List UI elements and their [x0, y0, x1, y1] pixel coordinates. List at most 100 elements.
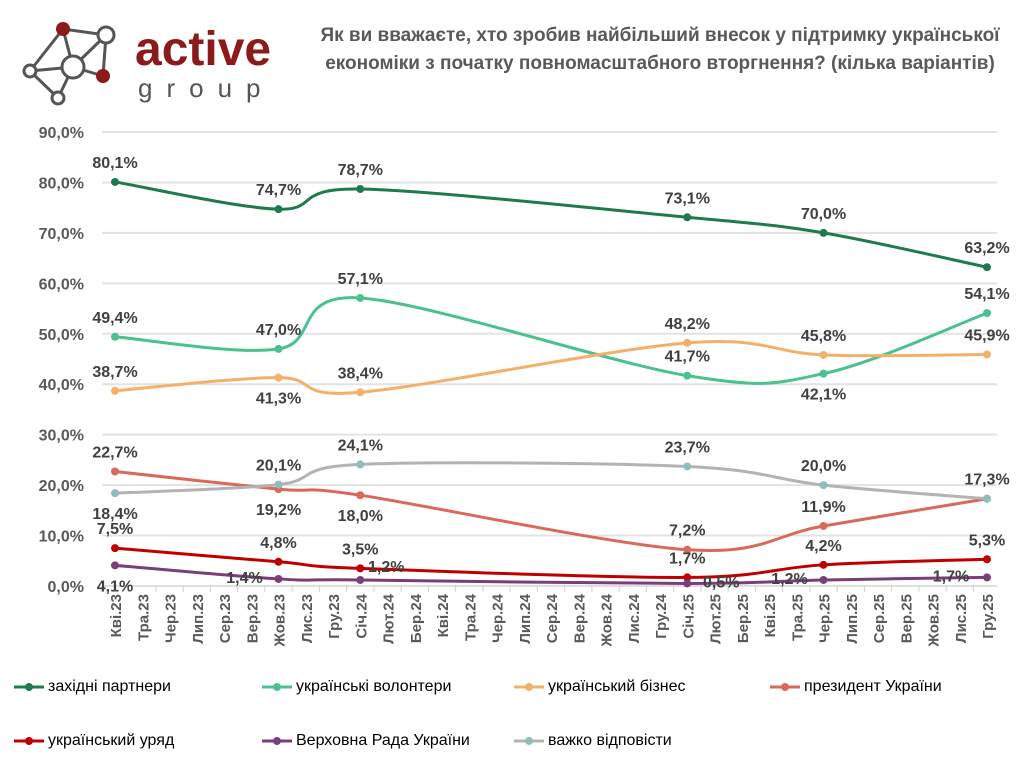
- data-point: [819, 575, 828, 584]
- data-label: 1,2%: [368, 559, 404, 576]
- x-tick-label: Лис.23: [299, 594, 316, 643]
- legend-label: українські волонтери: [296, 678, 452, 695]
- data-point: [683, 573, 692, 582]
- x-tick-label: Тра.25: [789, 594, 806, 641]
- data-point: [983, 309, 991, 318]
- data-label: 19,2%: [256, 502, 301, 519]
- x-tick-label: Гру.24: [653, 593, 670, 638]
- data-label: 1,7%: [933, 568, 969, 585]
- data-label: 47,0%: [256, 322, 301, 339]
- data-label: 17,3%: [964, 472, 1009, 489]
- data-label: 49,4%: [92, 310, 137, 327]
- data-label: 4,8%: [260, 535, 296, 552]
- series-line: [114, 563, 988, 585]
- data-label: 41,7%: [665, 349, 710, 366]
- data-point: [819, 521, 828, 530]
- legend-item: українські волонтери: [262, 678, 451, 696]
- data-point: [683, 338, 692, 347]
- data-label: 48,2%: [665, 316, 710, 333]
- x-tick-label: Вер.23: [244, 594, 261, 643]
- y-tick-label: 30,0%: [39, 428, 84, 445]
- x-tick-label: Кві.24: [435, 593, 452, 637]
- y-tick-label: 70,0%: [39, 226, 84, 243]
- series-line: [114, 461, 988, 501]
- data-label: 45,9%: [964, 327, 1009, 344]
- x-tick-label: Жов.24: [599, 593, 616, 647]
- data-label: 78,7%: [338, 162, 383, 179]
- x-tick-label: Лют.25: [708, 594, 725, 644]
- legend-item: український бізнес: [514, 678, 686, 696]
- data-point: [819, 560, 828, 569]
- x-tick-label: Вер.25: [898, 594, 915, 643]
- data-label: 4,2%: [805, 538, 841, 555]
- legend-marker-icon: [14, 683, 44, 691]
- data-label: 5,3%: [969, 532, 1005, 549]
- data-point: [819, 228, 828, 237]
- data-label: 42,1%: [801, 387, 846, 404]
- x-tick-label: Січ.24: [353, 593, 370, 638]
- x-tick-label: Чер.23: [163, 594, 180, 643]
- data-label: 24,1%: [338, 437, 383, 454]
- x-tick-label: Лис.24: [626, 593, 643, 643]
- data-point: [274, 344, 283, 353]
- legend-item: західні партнери: [14, 678, 171, 696]
- series-line: [114, 180, 988, 269]
- data-label: 73,1%: [665, 190, 710, 207]
- legend-item: президент України: [770, 678, 942, 696]
- legend-marker-icon: [14, 737, 44, 745]
- svg-text:active: active: [135, 23, 271, 76]
- data-point: [356, 491, 365, 500]
- data-point: [274, 480, 283, 489]
- x-tick-label: Січ.25: [680, 594, 697, 639]
- data-point: [274, 205, 283, 214]
- legend-label: Верховна Рада України: [296, 732, 470, 749]
- data-label: 41,3%: [256, 391, 301, 408]
- x-tick-label: Лют.24: [381, 593, 398, 643]
- legend-marker-icon: [262, 737, 292, 745]
- data-label: 74,7%: [256, 182, 301, 199]
- legend-label: президент України: [804, 678, 942, 695]
- legend-marker-icon: [262, 683, 292, 691]
- data-label: 23,7%: [665, 439, 710, 456]
- legend-marker-icon: [514, 737, 544, 745]
- data-label: 45,8%: [801, 328, 846, 345]
- y-tick-label: 40,0%: [39, 377, 84, 394]
- data-label: 57,1%: [338, 271, 383, 288]
- legend-label: важко відповісти: [548, 732, 672, 749]
- data-point: [111, 386, 119, 395]
- data-point: [983, 555, 991, 564]
- x-tick-label: Кві.25: [762, 594, 779, 637]
- x-tick-label: Тра.24: [462, 593, 479, 641]
- legend-label: український уряд: [48, 732, 175, 749]
- data-label: 11,9%: [801, 499, 845, 516]
- legend-item: Верховна Рада України: [262, 732, 470, 750]
- x-tick-label: Бер.24: [408, 593, 425, 643]
- data-point: [683, 213, 692, 222]
- series-line: [114, 339, 988, 395]
- y-tick-label: 90,0%: [39, 125, 84, 142]
- data-point: [683, 462, 692, 471]
- data-label: 63,2%: [964, 240, 1009, 257]
- data-point: [983, 494, 991, 503]
- data-label: 38,7%: [92, 364, 137, 381]
- data-point: [356, 185, 365, 194]
- y-tick-label: 10,0%: [39, 529, 84, 546]
- x-tick-label: Чер.25: [817, 594, 834, 643]
- data-point: [111, 332, 119, 341]
- data-point: [819, 369, 828, 378]
- data-point: [274, 574, 283, 583]
- x-tick-label: Лип.25: [844, 594, 861, 644]
- x-tick-label: Жов.23: [272, 594, 289, 648]
- series-line: [114, 469, 988, 552]
- data-point: [683, 579, 692, 588]
- active-group-logo: active group: [22, 22, 271, 106]
- x-tick-label: Вер.24: [571, 593, 588, 643]
- data-point: [111, 561, 119, 570]
- data-point: [356, 293, 365, 302]
- x-tick-label: Бер.25: [735, 594, 752, 643]
- x-tick-label: Сер.24: [544, 593, 561, 643]
- data-label: 20,1%: [256, 458, 301, 475]
- data-point: [111, 544, 119, 553]
- data-label: 1,7%: [669, 550, 705, 567]
- data-point: [274, 373, 283, 382]
